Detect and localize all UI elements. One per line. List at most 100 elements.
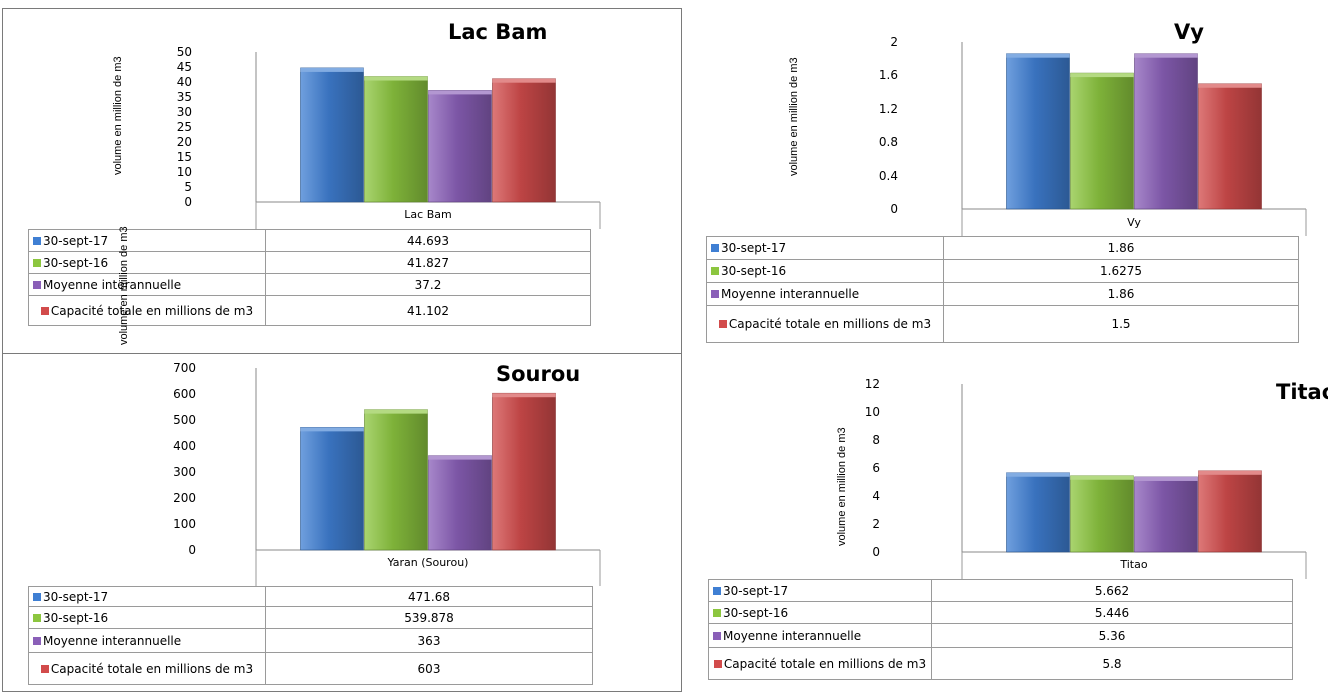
category-label: Titao xyxy=(1120,558,1148,571)
legend-swatch xyxy=(713,659,722,668)
y-tick-label: 500 xyxy=(173,413,196,427)
data-value: 5.8 xyxy=(931,647,1293,680)
bar-highlight xyxy=(1198,470,1262,475)
data-value: 37.2 xyxy=(265,273,591,296)
table-row-30-sept-16: 30-sept-16 539.878 xyxy=(28,606,593,629)
data-value: 41.827 xyxy=(265,251,591,274)
y-tick-label: 35 xyxy=(176,90,192,104)
bar-plot xyxy=(961,42,1307,236)
y-tick-label: 2 xyxy=(890,35,898,49)
table-row-30-sept-17: 30-sept-17 5.662 xyxy=(708,579,1293,602)
data-value: 363 xyxy=(265,628,593,653)
table-row-capacite-totale: Capacité totale en millions de m3 5.8 xyxy=(708,647,1293,680)
chart-panel-sourou: Sourou volume en million de m3 700 600 500 40… xyxy=(0,226,664,700)
bar-capacite-totale xyxy=(492,392,556,551)
legend-entry: Capacité totale en millions de m3 xyxy=(28,295,266,326)
table-row-30-sept-17: 30-sept-17 44.693 xyxy=(28,229,591,252)
legend-label: 30-sept-17 xyxy=(721,241,787,255)
legend-swatch xyxy=(33,280,41,289)
legend-entry: 30-sept-17 xyxy=(706,236,944,260)
table-row-30-sept-16: 30-sept-16 1.6275 xyxy=(706,259,1299,283)
y-tick-label: 30 xyxy=(176,105,192,119)
bar-highlight xyxy=(300,427,364,432)
legend-swatch xyxy=(713,631,721,640)
chart-panel-titao: Titaovolume en million de m3121086420Tit… xyxy=(664,354,1328,700)
y-tick-label: 0 xyxy=(188,543,196,557)
y-tick-label: 2 xyxy=(872,517,880,531)
y-tick-label: 50 xyxy=(176,45,192,59)
y-tick-label: 1.2 xyxy=(878,101,898,116)
data-value: 1.5 xyxy=(943,305,1299,343)
table-row-moyenne-interannuelle: Moyenne interannuelle 5.36 xyxy=(708,623,1293,648)
bar-30-sept-17 xyxy=(1006,472,1070,553)
legend-label: Moyenne interannuelle xyxy=(43,633,182,648)
y-tick-label: 200 xyxy=(173,491,196,505)
bar-highlight xyxy=(428,90,492,95)
y-tick-label: 15 xyxy=(176,150,192,164)
y-tick-label: 5 xyxy=(184,180,192,194)
legend-entry: 30-sept-17 xyxy=(708,579,932,602)
legend-entry: 30-sept-16 xyxy=(28,606,266,629)
data-value: 41.102 xyxy=(265,295,591,326)
legend-label: 30-sept-17 xyxy=(43,589,109,604)
legend-label: 30-sept-17 xyxy=(43,233,109,248)
bar-30-sept-16 xyxy=(1070,475,1134,553)
legend-entry: 30-sept-17 xyxy=(28,229,266,252)
legend-entry: Moyenne interannuelle xyxy=(708,623,932,648)
legend-label: Capacité totale en millions de m3 xyxy=(728,317,932,331)
legend-entry: Capacité totale en millions de m3 xyxy=(706,305,944,343)
legend-swatch xyxy=(33,592,41,601)
legend-swatch xyxy=(711,267,719,275)
data-value: 603 xyxy=(265,652,593,685)
y-axis-label: volume en million de m3 xyxy=(118,226,130,345)
bar-highlight xyxy=(1070,73,1134,78)
bar-highlight xyxy=(1134,53,1198,58)
legend-label: Capacité totale en millions de m3 xyxy=(50,661,254,676)
y-tick-label: 0 xyxy=(872,545,880,559)
y-tick-label: 45 xyxy=(176,60,192,74)
bar-highlight xyxy=(428,455,492,460)
y-tick-label: 4 xyxy=(872,489,880,503)
legend-swatch xyxy=(713,608,721,617)
bar-highlight xyxy=(1198,83,1262,88)
legend-label: Moyenne interannuelle xyxy=(721,287,860,301)
data-table: 30-sept-17 1.86 30-sept-16 1.6275 Moyenne in… xyxy=(706,236,1299,343)
category-label: Yaran (Sourou) xyxy=(387,556,469,569)
data-value: 1.86 xyxy=(943,282,1299,306)
category-label: Vy xyxy=(1127,216,1141,229)
bar-30-sept-17 xyxy=(300,67,364,203)
legend-entry: 30-sept-16 xyxy=(28,251,266,274)
table-row-capacite-totale: Capacité totale en millions de m3 41.102 xyxy=(28,295,591,326)
table-row-moyenne-interannuelle: Moyenne interannuelle 363 xyxy=(28,628,593,653)
legend-entry: 30-sept-17 xyxy=(28,586,266,607)
legend-entry: Moyenne interannuelle xyxy=(28,273,266,296)
y-tick-label: 10 xyxy=(176,165,192,179)
bar-highlight xyxy=(300,67,364,72)
legend-swatch xyxy=(40,664,49,673)
bar-30-sept-16 xyxy=(364,409,428,551)
bar-highlight xyxy=(1006,472,1070,477)
legend-swatch xyxy=(40,306,49,315)
legend-entry: 30-sept-16 xyxy=(706,259,944,283)
data-value: 5.36 xyxy=(931,623,1293,648)
y-tick-label: 0.8 xyxy=(878,135,898,150)
data-value: 471.68 xyxy=(265,586,593,607)
data-table: 30-sept-17 44.693 30-sept-16 41.827 Moyenne … xyxy=(28,229,591,326)
legend-swatch xyxy=(33,636,41,645)
y-tick-label: 8 xyxy=(872,433,880,447)
category-label: Lac Bam xyxy=(404,208,452,221)
bar-plot xyxy=(961,384,1307,579)
y-tick-label: 10 xyxy=(864,405,880,419)
bar-30-sept-16 xyxy=(1070,72,1134,210)
legend-label: 30-sept-17 xyxy=(723,583,789,598)
y-tick-label: 0 xyxy=(890,202,898,216)
data-table: 30-sept-17 471.68 30-sept-16 539.878 Moyenne… xyxy=(28,586,593,685)
bar-30-sept-16 xyxy=(364,76,428,203)
legend-label: 30-sept-16 xyxy=(721,264,787,278)
y-tick-label: 40 xyxy=(176,75,192,89)
legend-swatch xyxy=(33,258,41,267)
y-tick-label: 400 xyxy=(173,439,196,453)
table-row-30-sept-16: 30-sept-16 41.827 xyxy=(28,251,591,274)
table-row-moyenne-interannuelle: Moyenne interannuelle 37.2 xyxy=(28,273,591,296)
legend-swatch xyxy=(718,320,727,328)
